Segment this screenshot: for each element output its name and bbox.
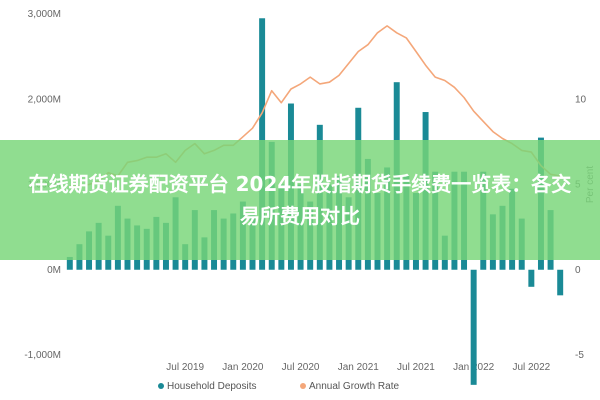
x-axis-tick-label: Jul 2020 — [282, 362, 320, 373]
x-axis-tick-label: Jan 2021 — [338, 362, 380, 373]
legend-marker-household-deposits — [158, 383, 164, 389]
bar-household-deposits — [470, 269, 477, 385]
legend-marker-annual-growth-rate — [300, 383, 306, 389]
x-axis-tick-label: Jul 2019 — [166, 362, 204, 373]
x-axis-tick-label: Jan 2020 — [222, 362, 264, 373]
overlay-title: 在线期货证券配资平台 2024年股指期货手续费一览表：各交易所费用对比 — [28, 172, 572, 228]
bar-household-deposits — [557, 269, 564, 296]
left-axis-tick-label: 2,000M — [28, 94, 61, 105]
legend-label-household-deposits: Household Deposits — [167, 381, 257, 392]
x-axis-tick-label: Jul 2022 — [512, 362, 550, 373]
left-axis-tick-label: 0M — [47, 265, 61, 276]
left-axis-tick-label: -1,000M — [24, 350, 61, 361]
right-axis-tick-label: -5 — [575, 350, 584, 361]
right-axis-tick-label: 10 — [575, 94, 587, 105]
legend-label-annual-growth-rate: Annual Growth Rate — [309, 381, 399, 392]
right-axis-tick-label: 0 — [575, 265, 581, 276]
bar-household-deposits — [528, 269, 535, 287]
title-overlay-banner: 在线期货证券配资平台 2024年股指期货手续费一览表：各交易所费用对比 — [0, 140, 600, 260]
bar-household-deposits — [66, 256, 73, 270]
x-axis-tick-label: Jul 2021 — [397, 362, 435, 373]
legend: Household Deposits Annual Growth Rate — [158, 381, 399, 392]
left-axis-tick-label: 3,000M — [28, 9, 61, 20]
